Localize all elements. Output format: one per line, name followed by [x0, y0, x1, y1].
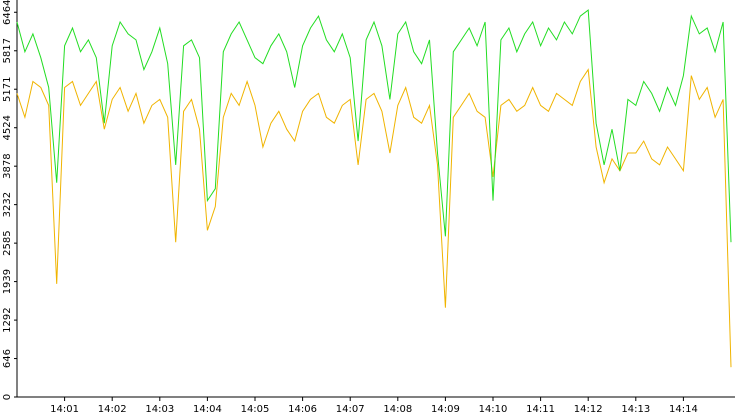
x-tick-label: 14:07 [336, 404, 365, 415]
x-tick-label: 14:05 [241, 404, 270, 415]
y-tick-label: 0 [2, 394, 13, 400]
y-tick-label: 646 [2, 349, 13, 368]
x-tick-label: 14:14 [669, 404, 698, 415]
x-tick-label: 14:11 [526, 404, 555, 415]
x-tick-label: 14:10 [479, 404, 508, 415]
x-tick-label: 14:09 [431, 404, 460, 415]
y-tick-label: 4524 [2, 115, 13, 140]
y-tick-label: 5171 [2, 76, 13, 101]
x-tick-label: 14:12 [574, 404, 603, 415]
x-tick-label: 14:03 [145, 404, 174, 415]
x-tick-label: 14:06 [288, 404, 317, 415]
x-tick-label: 14:01 [50, 404, 79, 415]
y-tick-label: 5817 [2, 38, 13, 63]
x-tick-label: 14:02 [98, 404, 127, 415]
x-tick-label: 14:13 [621, 404, 650, 415]
y-tick-label: 1939 [2, 269, 13, 294]
series-line [16, 68, 732, 368]
x-tick-label: 14:08 [383, 404, 412, 415]
x-tick-label: 14:04 [193, 404, 222, 415]
y-tick-label: 3232 [2, 192, 13, 217]
y-tick-label: 2585 [2, 230, 13, 255]
series-line [16, 9, 732, 243]
y-tick-label: 1292 [2, 307, 13, 332]
y-tick-label: 3878 [2, 153, 13, 178]
y-tick-label: 6464 [2, 0, 13, 25]
